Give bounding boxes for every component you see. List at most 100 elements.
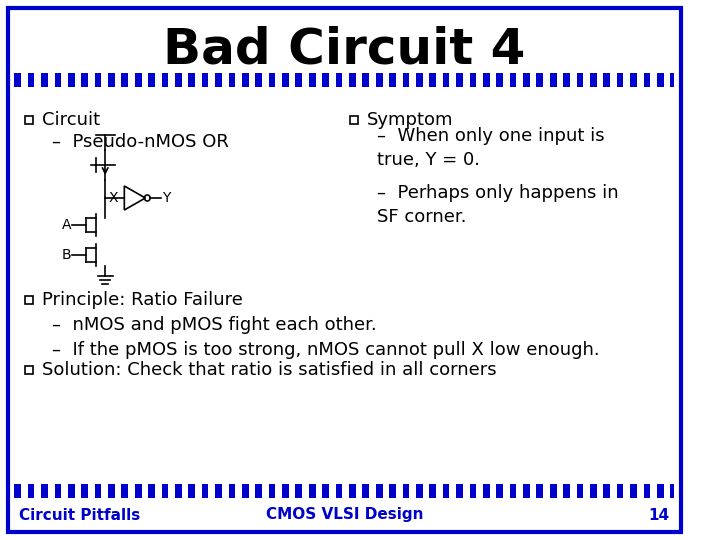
Bar bbox=[48, 73, 55, 87]
Bar bbox=[88, 73, 94, 87]
Bar bbox=[469, 484, 476, 498]
Bar bbox=[289, 73, 295, 87]
Bar bbox=[248, 484, 256, 498]
Bar bbox=[323, 484, 329, 498]
Bar bbox=[114, 484, 122, 498]
Text: Circuit Pitfalls: Circuit Pitfalls bbox=[19, 508, 140, 523]
Text: Principle: Ratio Failure: Principle: Ratio Failure bbox=[42, 291, 243, 309]
Bar bbox=[175, 484, 181, 498]
Bar bbox=[21, 73, 28, 87]
Bar bbox=[181, 484, 189, 498]
Text: Symptom: Symptom bbox=[367, 111, 454, 129]
Bar bbox=[376, 73, 382, 87]
Bar bbox=[423, 484, 429, 498]
Bar bbox=[490, 73, 496, 87]
Bar bbox=[295, 73, 302, 87]
Bar bbox=[14, 484, 21, 498]
Text: X: X bbox=[108, 191, 117, 205]
Bar bbox=[81, 484, 88, 498]
Bar bbox=[516, 484, 523, 498]
Bar bbox=[262, 484, 269, 498]
Bar bbox=[590, 484, 597, 498]
Bar bbox=[469, 73, 476, 87]
Bar bbox=[390, 484, 396, 498]
Bar bbox=[657, 484, 664, 498]
Bar bbox=[295, 484, 302, 498]
Bar bbox=[396, 484, 402, 498]
Bar bbox=[350, 116, 358, 124]
Bar bbox=[490, 484, 496, 498]
Bar bbox=[108, 73, 114, 87]
Bar bbox=[577, 73, 583, 87]
Bar bbox=[14, 73, 674, 87]
Bar bbox=[550, 73, 557, 87]
Bar bbox=[550, 484, 557, 498]
Bar bbox=[423, 73, 429, 87]
Bar bbox=[416, 73, 423, 87]
Bar bbox=[362, 73, 369, 87]
Bar bbox=[108, 484, 114, 498]
Bar bbox=[228, 484, 235, 498]
Bar bbox=[597, 73, 603, 87]
Bar bbox=[416, 484, 423, 498]
Bar bbox=[61, 73, 68, 87]
Bar bbox=[463, 73, 469, 87]
Bar bbox=[289, 484, 295, 498]
Bar bbox=[256, 73, 262, 87]
Bar bbox=[563, 73, 570, 87]
Bar bbox=[102, 484, 108, 498]
Bar bbox=[155, 73, 161, 87]
Bar bbox=[28, 484, 35, 498]
Bar bbox=[503, 73, 510, 87]
Bar bbox=[590, 73, 597, 87]
Bar bbox=[41, 484, 48, 498]
Bar bbox=[510, 73, 516, 87]
Bar bbox=[35, 73, 41, 87]
Bar bbox=[583, 484, 590, 498]
Bar bbox=[148, 73, 155, 87]
Bar bbox=[356, 73, 362, 87]
Bar bbox=[302, 73, 309, 87]
Bar bbox=[276, 73, 282, 87]
Bar bbox=[657, 73, 664, 87]
Bar bbox=[610, 484, 617, 498]
Bar bbox=[114, 73, 122, 87]
Bar bbox=[269, 484, 276, 498]
Bar bbox=[161, 73, 168, 87]
Bar bbox=[21, 484, 28, 498]
Bar bbox=[181, 73, 189, 87]
Text: A: A bbox=[62, 218, 72, 232]
Bar bbox=[644, 73, 650, 87]
Bar bbox=[135, 484, 142, 498]
Bar bbox=[235, 73, 242, 87]
Bar bbox=[670, 484, 674, 498]
Bar bbox=[617, 73, 624, 87]
Bar bbox=[68, 73, 75, 87]
Bar bbox=[463, 484, 469, 498]
Text: –  Pseudo-nMOS OR: – Pseudo-nMOS OR bbox=[52, 133, 228, 151]
Bar bbox=[650, 73, 657, 87]
Bar bbox=[630, 484, 637, 498]
Bar bbox=[228, 73, 235, 87]
Bar bbox=[323, 73, 329, 87]
Bar bbox=[209, 73, 215, 87]
Bar bbox=[349, 73, 356, 87]
Text: Bad Circuit 4: Bad Circuit 4 bbox=[163, 26, 526, 74]
Bar bbox=[557, 73, 563, 87]
Bar bbox=[155, 484, 161, 498]
Text: B: B bbox=[62, 248, 72, 262]
Bar bbox=[637, 73, 644, 87]
Bar bbox=[25, 116, 32, 124]
Bar bbox=[242, 484, 248, 498]
Bar bbox=[402, 484, 409, 498]
Text: –  Perhaps only happens in
SF corner.: – Perhaps only happens in SF corner. bbox=[377, 184, 618, 226]
Bar bbox=[429, 484, 436, 498]
Bar bbox=[189, 484, 195, 498]
Bar bbox=[209, 484, 215, 498]
Bar bbox=[664, 73, 670, 87]
Bar bbox=[25, 366, 32, 374]
Bar bbox=[664, 484, 670, 498]
Bar bbox=[369, 484, 376, 498]
Bar bbox=[644, 484, 650, 498]
Bar bbox=[168, 73, 175, 87]
